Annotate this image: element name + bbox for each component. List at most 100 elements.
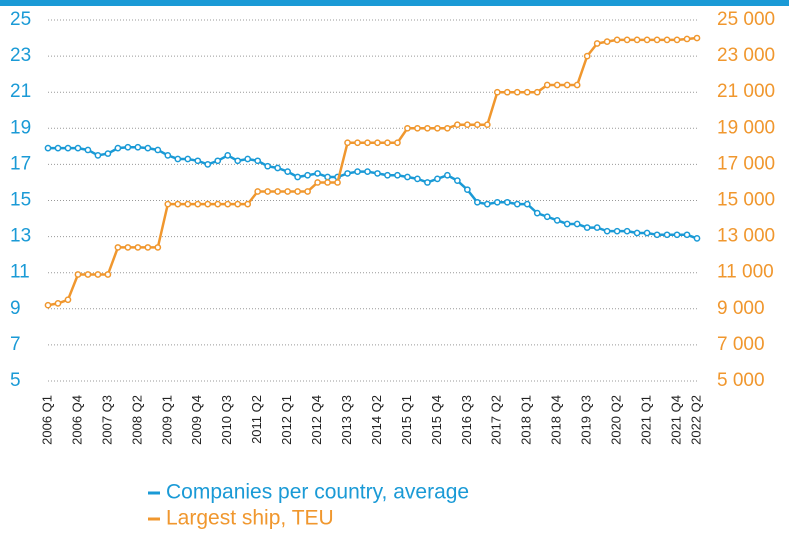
legend-label: Largest ship, TEU xyxy=(166,507,334,530)
point xyxy=(194,157,202,165)
point xyxy=(633,229,641,237)
point xyxy=(164,200,172,208)
point xyxy=(144,244,152,251)
point xyxy=(354,139,361,147)
point xyxy=(384,171,391,179)
x-tick-label: 2006 Q4 xyxy=(69,395,84,445)
point xyxy=(84,271,92,278)
point xyxy=(473,121,481,129)
point xyxy=(663,36,671,44)
point xyxy=(174,200,182,208)
y-tick-label: 13 xyxy=(10,226,31,247)
point xyxy=(244,200,252,208)
x-tick-label: 2012 Q4 xyxy=(309,395,324,445)
y-tick-label: 11 xyxy=(10,262,30,283)
point xyxy=(563,81,571,89)
point xyxy=(184,155,192,163)
point xyxy=(274,188,281,195)
y-tick-label: 9 xyxy=(10,298,21,319)
top-bar xyxy=(0,0,789,6)
point xyxy=(473,198,481,206)
point xyxy=(224,152,232,159)
x-tick-label: 2018 Q4 xyxy=(549,395,564,445)
point xyxy=(523,200,531,208)
point xyxy=(603,38,611,46)
point xyxy=(434,175,441,183)
point xyxy=(623,227,631,235)
point xyxy=(414,124,421,132)
point xyxy=(683,35,691,43)
point xyxy=(573,81,581,89)
y2-tick-label: 19 000 xyxy=(717,117,775,138)
x-tick-label: 2011 Q2 xyxy=(249,395,264,444)
point xyxy=(643,36,651,44)
point xyxy=(304,171,311,179)
point xyxy=(583,52,591,60)
point xyxy=(74,271,82,278)
point xyxy=(104,271,112,278)
point xyxy=(424,124,431,132)
point xyxy=(663,231,671,239)
point xyxy=(74,144,82,152)
point xyxy=(693,235,701,242)
y-tick-label: 21 xyxy=(10,81,31,102)
point xyxy=(653,231,661,239)
y2-tick-label: 23 000 xyxy=(717,45,775,66)
point xyxy=(613,36,621,44)
y-tick-label: 17 xyxy=(10,153,31,174)
point xyxy=(513,200,521,208)
point xyxy=(374,170,381,177)
point xyxy=(673,36,681,44)
series-line xyxy=(48,146,698,240)
point xyxy=(294,188,301,195)
point xyxy=(573,220,581,228)
point xyxy=(284,168,291,175)
point xyxy=(533,209,541,217)
x-tick-label: 2019 Q3 xyxy=(579,395,594,445)
point xyxy=(324,173,331,181)
x-tick-label: 2009 Q4 xyxy=(189,395,204,445)
point xyxy=(593,40,601,47)
point xyxy=(633,36,641,44)
point xyxy=(543,81,551,89)
y-tick-label: 7 xyxy=(10,334,21,355)
y-tick-label: 5 xyxy=(10,370,21,391)
point xyxy=(224,200,232,208)
x-tick-label: 2022 Q2 xyxy=(688,395,703,445)
y2-tick-label: 5 000 xyxy=(717,370,765,391)
point xyxy=(64,144,72,152)
point xyxy=(434,124,441,132)
point xyxy=(623,36,631,44)
x-tick-label: 2006 Q1 xyxy=(39,395,54,445)
point xyxy=(513,88,521,96)
point xyxy=(483,121,491,129)
point xyxy=(44,144,52,152)
point xyxy=(464,121,471,129)
point xyxy=(493,88,501,96)
point xyxy=(314,179,321,186)
y2-tick-label: 21 000 xyxy=(717,81,775,102)
point xyxy=(553,81,561,89)
point xyxy=(44,301,52,309)
point xyxy=(154,244,162,251)
point xyxy=(234,157,242,165)
x-tick-label: 2021 Q4 xyxy=(668,395,683,445)
point xyxy=(503,88,511,96)
point xyxy=(164,152,172,159)
point xyxy=(693,34,701,42)
point xyxy=(304,188,311,195)
point xyxy=(244,155,252,163)
x-tick-label: 2017 Q2 xyxy=(489,395,504,445)
point xyxy=(364,168,371,175)
point xyxy=(204,200,212,208)
x-tick-label: 2010 Q3 xyxy=(219,395,234,445)
x-tick-label: 2015 Q1 xyxy=(399,395,414,445)
x-tick-label: 2007 Q3 xyxy=(99,395,114,445)
point xyxy=(493,198,501,206)
point xyxy=(424,179,431,186)
point xyxy=(174,155,182,163)
point xyxy=(653,36,661,44)
point xyxy=(374,139,381,147)
point xyxy=(264,162,272,170)
point xyxy=(104,150,112,157)
